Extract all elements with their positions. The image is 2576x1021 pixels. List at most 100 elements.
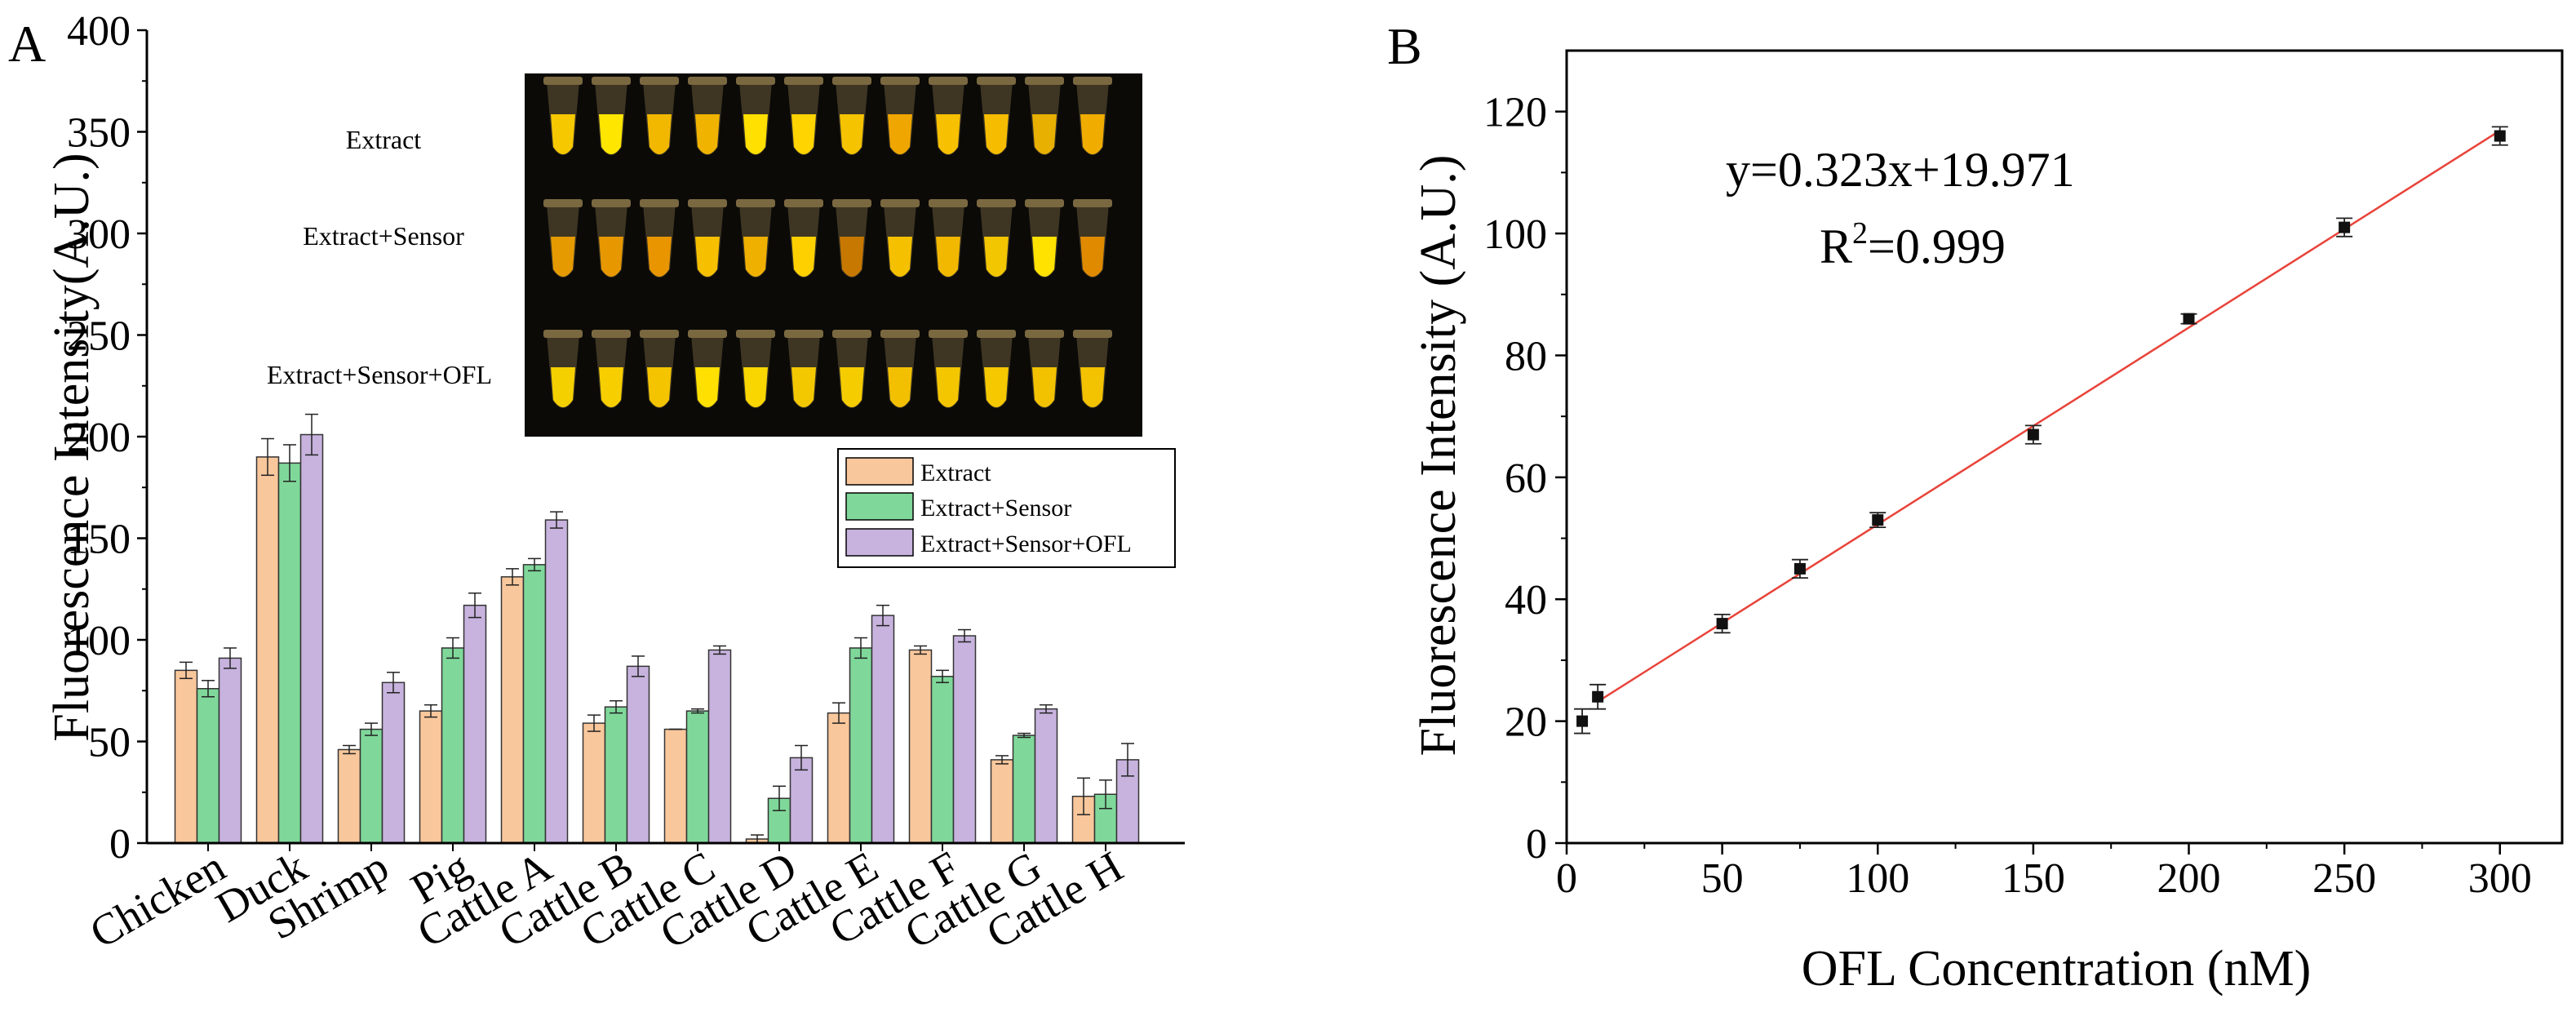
bar-extract-sensor-ofl-duck	[299, 433, 324, 844]
tube	[929, 330, 968, 408]
y-tick-label: 120	[1483, 90, 1547, 136]
bar-extract-cattle-a	[500, 576, 525, 844]
tube-liquid	[695, 114, 720, 154]
tube-liquid	[840, 237, 864, 277]
tube	[592, 77, 631, 155]
tube-rim	[736, 199, 775, 207]
tube-liquid	[1032, 237, 1057, 277]
tube-rim	[977, 77, 1016, 85]
tube-rim	[784, 199, 823, 207]
point-marker	[2494, 130, 2506, 142]
y-tick-label: 0	[1526, 821, 1547, 868]
tube-rim	[880, 199, 920, 207]
tube-liquid	[791, 237, 816, 277]
tube-liquid	[743, 237, 768, 277]
tube	[736, 77, 775, 155]
tube	[929, 199, 968, 277]
y-tick-label: 100	[1483, 211, 1547, 258]
tube-liquid	[936, 114, 960, 154]
y-tick-label: 40	[1505, 577, 1547, 624]
tube-rim	[880, 77, 920, 85]
tube-rim	[543, 77, 583, 85]
data-point-x75	[1791, 558, 1808, 579]
tube	[977, 330, 1016, 408]
tube-rim	[977, 199, 1016, 207]
point-marker	[1793, 562, 1806, 575]
tube-rim	[592, 330, 631, 338]
point-marker	[1716, 618, 1728, 630]
data-point-x100	[1869, 512, 1887, 528]
bar-extract-cattle-b	[582, 722, 606, 844]
tube-rim	[640, 330, 679, 338]
tube-liquid	[599, 237, 623, 277]
tube	[784, 330, 823, 408]
data-point-x250	[2336, 217, 2353, 237]
tube-rim	[543, 199, 583, 207]
y-tick-label: 100	[67, 618, 131, 664]
bar-extract-sensor-shrimp	[359, 728, 384, 844]
tube-liquid	[1032, 114, 1057, 154]
tube-rim	[640, 199, 679, 207]
legend-swatch-extract-sensor	[845, 492, 914, 521]
x-tick-label: 0	[1556, 855, 1577, 902]
tube-liquid	[1032, 367, 1057, 407]
tube-rim	[592, 77, 631, 85]
bar-extract-sensor-ofl-cattle-e	[871, 615, 895, 844]
legend-swatch-extract-sensor-ofl	[845, 528, 914, 557]
y-tick-label: 80	[1505, 333, 1547, 380]
tube-rim	[640, 77, 679, 85]
tube	[832, 330, 871, 408]
tube-liquid	[936, 237, 960, 277]
bar-extract-sensor-cattle-e	[849, 647, 873, 844]
tube	[880, 330, 920, 408]
fit-equation: y=0.323x+19.971	[1726, 143, 2075, 197]
tube	[929, 77, 968, 155]
bar-extract-sensor-ofl-cattle-b	[626, 665, 650, 844]
photo-label-extract: Extract	[346, 125, 422, 154]
tube-liquid	[599, 114, 623, 154]
tube	[592, 330, 631, 408]
x-axis-label-b: OFL Concentration (nM)	[1802, 941, 2311, 997]
tube-liquid	[695, 237, 720, 277]
tube-rim	[929, 77, 968, 85]
tube-liquid	[647, 237, 672, 277]
bar-extract-cattle-g	[990, 759, 1014, 844]
bar-chart-panel-a: Fluorescence Intensity(A.U.) ChickenDuck…	[44, 8, 1185, 958]
r-squared: R2=0.999	[1820, 216, 2006, 273]
bar-extract-sensor-pig	[441, 647, 465, 844]
tube	[736, 330, 775, 408]
tube	[832, 199, 871, 277]
tube-liquid	[1080, 237, 1105, 277]
tube-liquid	[840, 367, 864, 407]
x-tick-label: 300	[2468, 855, 2532, 902]
y-tick-label: 50	[88, 720, 131, 766]
point-marker	[2027, 428, 2039, 441]
tube	[977, 199, 1016, 277]
data-point-x5	[1574, 708, 1591, 735]
tube	[640, 77, 679, 155]
y-tick-label: 350	[67, 110, 131, 157]
tube-rim	[688, 77, 727, 85]
tube-liquid	[743, 367, 768, 407]
bar-extract-duck	[255, 456, 280, 844]
r-squared-exponent: 2	[1852, 216, 1868, 251]
tube-rim	[688, 330, 727, 338]
tube	[880, 199, 920, 277]
tube-liquid	[1080, 114, 1105, 154]
plot-frame	[1565, 49, 2564, 845]
y-axis-label-b: Fluorescence Intensity (A.U.)	[1411, 155, 1466, 757]
tube	[543, 330, 583, 408]
bar-extract-cattle-f	[908, 649, 933, 844]
panel-b-letter: B	[1387, 17, 1422, 75]
bar-extract-sensor-cattle-b	[604, 706, 628, 844]
tubes	[543, 77, 1112, 408]
bar-extract-sensor-cattle-a	[522, 564, 547, 844]
legend-label-extract-sensor: Extract+Sensor	[920, 495, 1071, 522]
tube-rim	[929, 199, 968, 207]
y-tick-label: 150	[67, 517, 131, 563]
tube	[977, 77, 1016, 155]
y-tick-label: 60	[1505, 455, 1547, 502]
plot-area-b: 0 50 100 150 200 250 300 0 20 40 60 80 100 120	[1483, 49, 2564, 902]
tube-liquid	[984, 367, 1009, 407]
